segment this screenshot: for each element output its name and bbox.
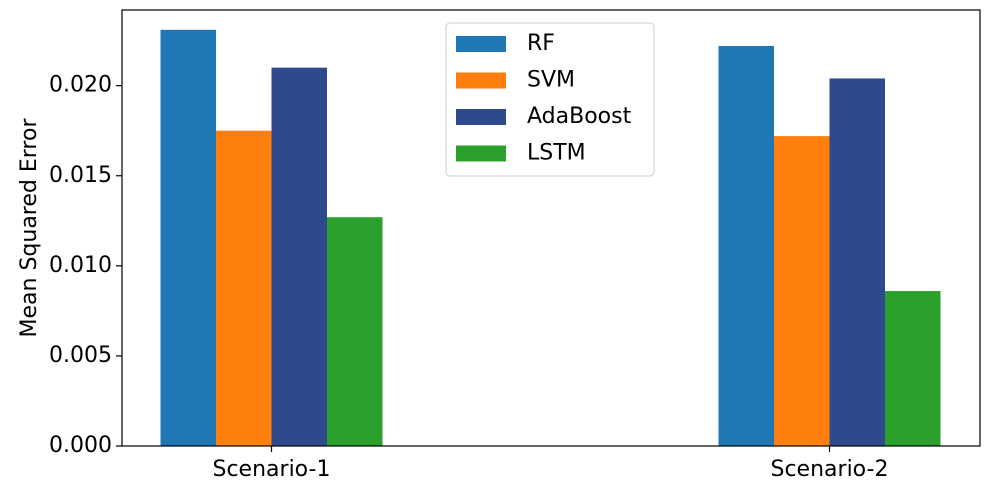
- legend-swatch-svm: [456, 72, 506, 89]
- legend-label-adaboost: AdaBoost: [527, 104, 632, 129]
- y-axis-title: Mean Squared Error: [17, 118, 42, 338]
- y-axis: 0.000 0.005 0.010 0.015 0.020: [49, 73, 122, 458]
- y-tick-label: 0.010: [49, 253, 112, 278]
- legend-label-rf: RF: [527, 31, 555, 56]
- x-tick-label: Scenario-1: [213, 457, 331, 482]
- bar-svm-scenario-2: [774, 136, 830, 446]
- plot-frame: [121, 9, 981, 447]
- bar-adaboost-scenario-1: [271, 67, 327, 447]
- y-tick-label: 0.015: [49, 163, 112, 188]
- bar-rf-scenario-1: [160, 29, 216, 446]
- bar-lstm-scenario-1: [327, 217, 383, 446]
- y-tick-label: 0.020: [49, 73, 112, 98]
- legend-swatch-lstm: [456, 145, 506, 162]
- y-tick-label: 0.000: [49, 433, 112, 458]
- legend-swatch-rf: [456, 36, 506, 52]
- legend: RF SVM AdaBoost LSTM: [445, 22, 655, 177]
- legend-swatch-adaboost: [456, 109, 506, 125]
- legend-label-lstm: LSTM: [527, 141, 586, 166]
- bar-svm-scenario-1: [216, 130, 272, 446]
- bars-layer: [160, 29, 941, 447]
- y-tick-label: 0.005: [49, 343, 112, 368]
- legend-label-svm: SVM: [527, 68, 575, 93]
- x-axis: Scenario-1 Scenario-2: [213, 446, 889, 482]
- bar-rf-scenario-2: [718, 46, 774, 446]
- bar-adaboost-scenario-2: [829, 78, 885, 447]
- bar-lstm-scenario-2: [885, 291, 941, 446]
- x-tick-label: Scenario-2: [771, 457, 889, 482]
- legend-box: [445, 22, 655, 177]
